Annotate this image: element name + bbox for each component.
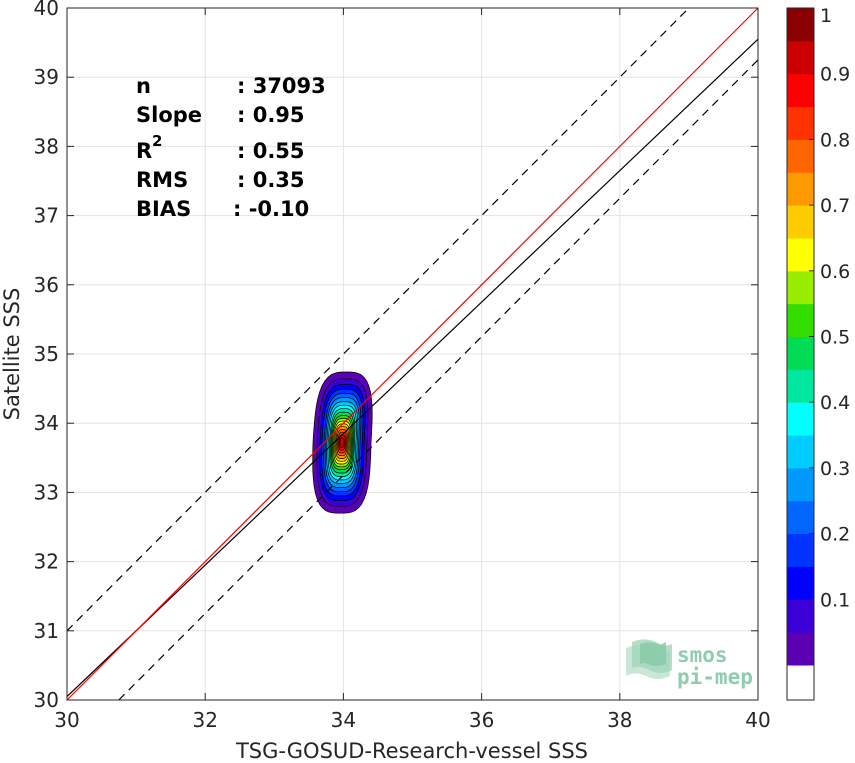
reference-lines	[66, 7, 759, 701]
colorbar-tick-label: 0.2	[820, 524, 850, 546]
y-tick-label: 36	[34, 273, 59, 297]
colorbar-tick-label: 0.6	[820, 261, 850, 283]
colorbar-tick-label: 0.7	[820, 195, 850, 217]
stats-box: n : 37093 Slope : 0.95 R 2 : 0.55 RMS : …	[136, 74, 326, 221]
smos-pi-mep-logo: smos pi-mep	[626, 639, 753, 689]
regression-fit-line	[66, 38, 759, 697]
colorbar-tick-label: 0.9	[820, 64, 850, 86]
colorbar-band	[787, 369, 814, 403]
y-tick-label: 30	[34, 688, 59, 712]
x-tick-label: 36	[469, 708, 494, 732]
colorbar-band	[787, 205, 814, 239]
colorbar-band	[787, 40, 814, 75]
y-tick-label: 34	[34, 411, 59, 435]
stat-r2-sup: 2	[152, 132, 162, 150]
colorbar-band	[787, 632, 814, 666]
y-tick-label: 38	[34, 134, 59, 158]
stat-slope-value: : 0.95	[237, 103, 305, 127]
colorbar	[786, 7, 815, 701]
colorbar-band	[787, 500, 814, 535]
colorbar-tick-label: 0.4	[820, 392, 850, 414]
stat-rms-value: : 0.35	[237, 168, 305, 192]
x-tick-label: 38	[607, 708, 632, 732]
y-tick-label: 37	[34, 204, 59, 228]
x-tick-label: 30	[54, 708, 79, 732]
density-contours	[312, 371, 373, 514]
colorbar-band	[787, 303, 814, 337]
x-tick-label: 32	[192, 708, 217, 732]
colorbar-band	[787, 599, 814, 633]
x-axis-label: TSG-GOSUD-Research-vessel SSS	[235, 739, 588, 763]
colorbar-tick-label: 1	[820, 5, 832, 27]
stat-rms-label: RMS	[136, 168, 188, 192]
colorbar-band	[787, 270, 814, 305]
colorbar-band	[787, 435, 814, 469]
logo-text-smos: smos	[677, 643, 728, 667]
y-tick-label: 35	[34, 342, 59, 366]
colorbar-band	[787, 8, 814, 42]
stat-n-label: n	[136, 74, 151, 98]
y-tick-label: 33	[34, 480, 59, 504]
colorbar-band	[787, 106, 814, 140]
colorbar-band	[787, 73, 814, 108]
y-tick-label: 32	[34, 550, 59, 574]
colorbar-tick-label: 0.1	[820, 589, 850, 611]
upper-bound-dashed-line	[66, 7, 690, 632]
colorbar-band	[787, 336, 814, 370]
colorbar-band	[787, 237, 814, 272]
identity-line	[66, 7, 759, 701]
logo-wave-icon	[626, 639, 672, 679]
colorbar-tick-label: 0.5	[820, 327, 850, 349]
stat-slope-label: Slope	[136, 103, 202, 127]
logo-text-pi-mep: pi-mep	[677, 665, 753, 689]
y-axis-label: Satellite SSS	[0, 288, 24, 421]
stat-r2-value: : 0.55	[237, 139, 305, 163]
x-tick-label: 34	[331, 708, 356, 732]
lower-bound-dashed-line	[118, 59, 759, 701]
colorbar-band	[787, 566, 814, 600]
colorbar-below-range	[787, 665, 814, 700]
y-tick-label: 31	[34, 619, 59, 643]
density-contour-level	[339, 437, 345, 448]
stat-r2-label: R	[136, 139, 152, 163]
y-ticks: 30 31 32 33 34 35 36 37 38 39 40	[34, 0, 758, 712]
y-tick-label: 40	[34, 0, 59, 20]
colorbar-tick-label: 0.3	[820, 458, 850, 480]
colorbar-band	[787, 533, 814, 567]
colorbar-band	[787, 467, 814, 502]
x-tick-label: 40	[745, 708, 770, 732]
colorbar-ticks: 0.1 0.2 0.3 0.4 0.5 0.6 0.7 0.8 0.9 1	[809, 5, 850, 611]
colorbar-band	[787, 139, 814, 173]
x-ticks: 30 32 34 36 38 40	[54, 8, 771, 732]
colorbar-band	[787, 172, 814, 206]
colorbar-band	[787, 402, 814, 436]
stat-n-value: : 37093	[237, 74, 326, 98]
y-tick-label: 39	[34, 65, 59, 89]
colorbar-tick-label: 0.8	[820, 129, 850, 151]
grid-lines	[66, 7, 759, 701]
colorbar-frame	[786, 7, 815, 701]
stat-bias-label: BIAS	[136, 197, 191, 221]
stat-bias-value: : -0.10	[233, 197, 309, 221]
